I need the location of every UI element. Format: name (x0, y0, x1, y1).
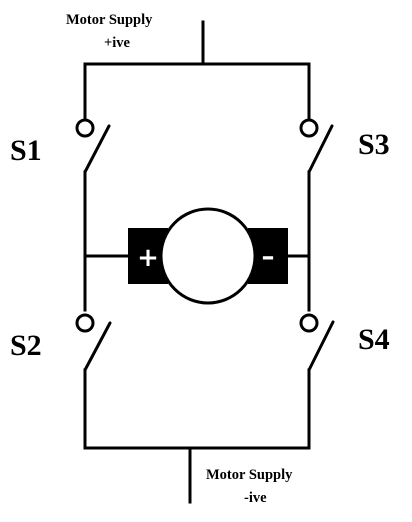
motor-negative-sign: – (262, 242, 275, 272)
supply-positive-label-line1: Motor Supply (66, 12, 153, 28)
switch-s2-contact (75, 313, 95, 333)
switch-s3 (299, 118, 334, 174)
switch-s3-contact (299, 118, 319, 138)
switch-s4 (299, 313, 335, 372)
switch-s2-blade (83, 321, 112, 372)
supply-positive-label-line2: +ive (104, 35, 131, 51)
switch-s1-contact (75, 118, 95, 138)
supply-negative-label-line1: Motor Supply (206, 467, 293, 483)
switch-s1-blade (83, 124, 111, 174)
motor: + – (128, 207, 288, 305)
supply-negative-label-line2: -ive (244, 490, 267, 506)
switch-s4-label: S4 (358, 323, 390, 356)
positive-supply-rail (83, 20, 311, 120)
switch-s2-label: S2 (10, 329, 42, 362)
switch-s3-blade (307, 124, 334, 174)
switch-s1-label: S1 (10, 134, 42, 167)
negative-supply-rail (83, 368, 311, 504)
switch-s3-label: S3 (358, 128, 390, 161)
motor-body (159, 207, 257, 305)
switch-s1 (75, 118, 111, 174)
bridge-midsection (83, 170, 311, 312)
switch-s4-blade (307, 320, 335, 372)
motor-positive-sign: + (137, 243, 159, 273)
switch-s4-contact (299, 313, 319, 333)
switch-s2 (75, 313, 112, 372)
